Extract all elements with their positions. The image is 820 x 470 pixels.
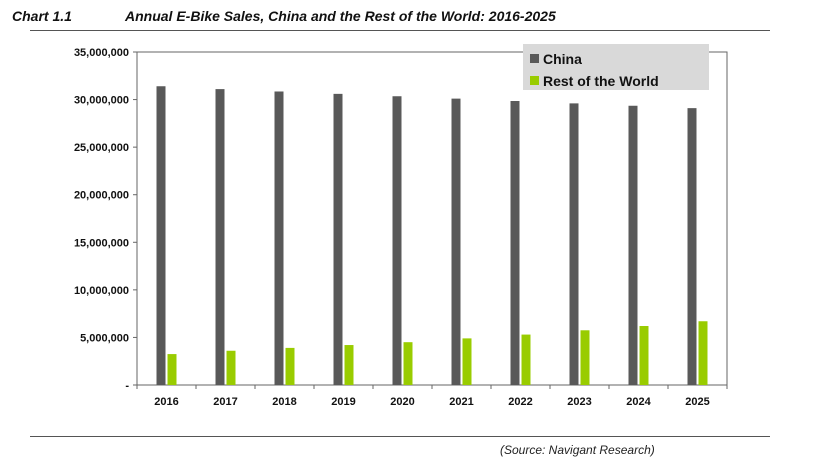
x-tick-label: 2023 — [567, 396, 591, 408]
bar-rest-of-world — [462, 338, 472, 385]
plot-area-frame — [136, 51, 728, 386]
chart-header: Chart 1.1 Annual E-Bike Sales, China and… — [8, 8, 812, 34]
bar-china — [451, 98, 461, 386]
bar-china — [628, 105, 638, 386]
legend-label-rest-of-world: Rest of the World — [543, 73, 659, 89]
bar-china — [687, 108, 697, 386]
bar-rest-of-world — [639, 326, 649, 385]
x-tick-label: 2019 — [331, 396, 355, 408]
x-tick-label: 2017 — [213, 396, 237, 408]
y-tick-label: 10,000,000 — [74, 285, 129, 297]
bar-china — [215, 89, 225, 385]
legend-swatch-rest-of-world — [530, 76, 539, 85]
y-tick-label: - — [125, 380, 129, 392]
y-tick-label: 15,000,000 — [74, 237, 129, 249]
bar-china — [569, 103, 579, 386]
x-tick-label: 2022 — [508, 396, 532, 408]
header-divider — [30, 30, 770, 31]
source-note: (Source: Navigant Research) — [500, 443, 655, 457]
chart-title: Annual E-Bike Sales, China and the Rest … — [125, 8, 556, 24]
y-tick-label: 5,000,000 — [80, 332, 129, 344]
bar-rest-of-world — [344, 345, 354, 385]
x-tick-label: 2018 — [272, 396, 296, 408]
x-tick-label: 2016 — [154, 396, 178, 408]
y-tick-label: 30,000,000 — [74, 95, 129, 107]
y-tick-label: 25,000,000 — [74, 142, 129, 154]
x-tick-label: 2025 — [685, 396, 709, 408]
bar-china — [156, 86, 166, 385]
legend-swatch-china — [530, 54, 539, 63]
bar-rest-of-world — [226, 350, 236, 385]
bar-rest-of-world — [521, 334, 531, 385]
bar-rest-of-world — [698, 321, 708, 385]
legend-box — [523, 44, 709, 90]
bar-china — [333, 93, 343, 385]
legend-label-china: China — [543, 51, 582, 67]
bar-china — [274, 91, 284, 385]
bar-rest-of-world — [403, 342, 413, 385]
chart-number-label: Chart 1.1 — [12, 8, 72, 24]
y-tick-label: 20,000,000 — [74, 190, 129, 202]
x-tick-label: 2021 — [449, 396, 473, 408]
bar-china — [510, 100, 520, 386]
y-tick-label: 35,000,000 — [74, 47, 129, 59]
bar-rest-of-world — [580, 330, 590, 385]
x-tick-label: 2024 — [626, 396, 651, 408]
bar-rest-of-world — [167, 354, 177, 385]
footer-divider — [30, 436, 770, 437]
bar-china — [392, 96, 402, 386]
bar-rest-of-world — [285, 347, 295, 385]
x-tick-label: 2020 — [390, 396, 414, 408]
